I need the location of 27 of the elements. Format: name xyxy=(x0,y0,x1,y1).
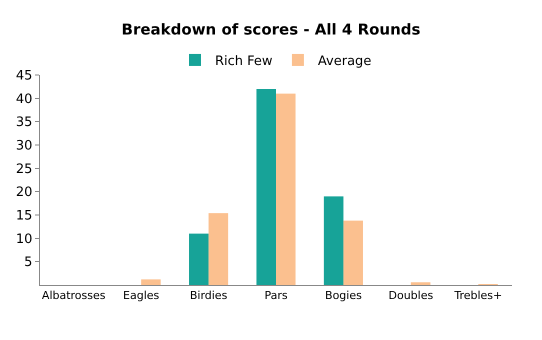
bar xyxy=(324,196,344,285)
x-tick-label: Albatrosses xyxy=(42,289,106,302)
x-tick-label: Bogies xyxy=(325,289,362,302)
legend-label: Rich Few xyxy=(215,54,273,70)
bar xyxy=(189,234,209,285)
bar xyxy=(343,220,363,285)
bar xyxy=(410,282,430,285)
bar xyxy=(141,279,161,285)
y-tick-label: 10 xyxy=(16,232,32,247)
y-tick-label: 40 xyxy=(16,92,32,107)
x-tick-label: Pars xyxy=(264,289,288,302)
y-tick-label: 15 xyxy=(16,208,32,224)
bar xyxy=(208,213,228,285)
bar xyxy=(256,89,276,285)
y-tick-label: 45 xyxy=(16,68,32,84)
bar xyxy=(276,94,296,285)
x-tick-label: Eagles xyxy=(123,289,160,302)
y-tick-label: 20 xyxy=(16,185,32,200)
y-tick-label: 25 xyxy=(16,162,32,177)
y-tick-label: 30 xyxy=(16,138,32,154)
x-tick-label: Doubles xyxy=(388,289,434,302)
legend-label: Average xyxy=(318,54,372,70)
chart-title: Breakdown of scores - All 4 Rounds xyxy=(122,20,421,38)
y-tick-label: 5 xyxy=(24,255,32,270)
y-tick-label: 35 xyxy=(16,115,32,130)
x-tick-label: Birdies xyxy=(190,289,228,302)
x-tick-label: Trebles+ xyxy=(453,289,502,302)
